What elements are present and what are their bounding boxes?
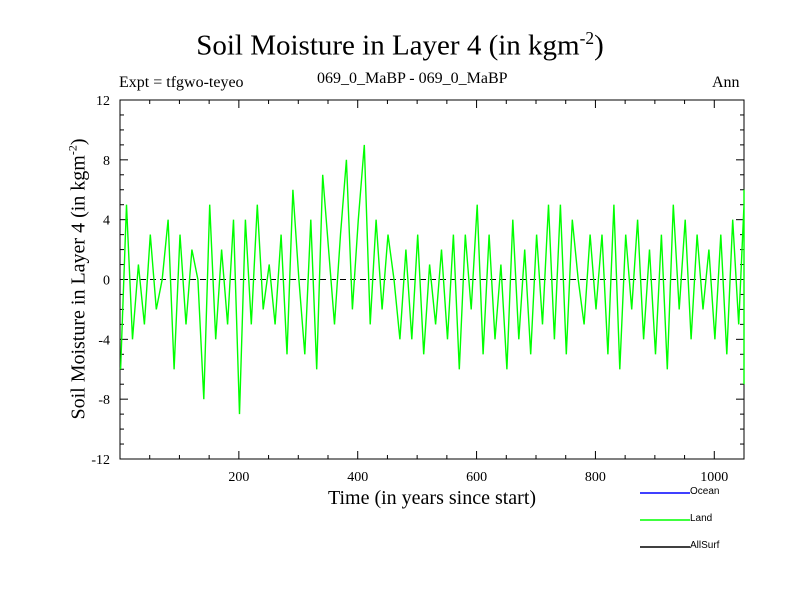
y-tick-label: 12	[96, 94, 110, 109]
y-tick-label: -8	[98, 393, 110, 408]
y-tick-label: 0	[103, 274, 110, 289]
y-tick-label: 4	[103, 214, 110, 229]
legend	[640, 492, 690, 548]
y-tick-label: 8	[103, 154, 110, 169]
y-axis-label: Soil Moisture in Layer 4 (in kgm-2)	[65, 138, 90, 420]
x-ticks: 200 400 600 800 1000	[149, 100, 728, 485]
experiment-label: Expt = tfgwo-teyeo	[119, 74, 244, 91]
x-tick-label: 600	[466, 470, 487, 485]
land-series-line	[119, 144, 745, 415]
x-tick-label: 200	[228, 470, 249, 485]
legend-label-allsurf: AllSurf	[690, 540, 720, 551]
chart-subtitle: 069_0_MaBP - 069_0_MaBP	[317, 70, 508, 87]
x-tick-label: 1000	[700, 470, 728, 485]
chart-title: Soil Moisture in Layer 4 (in kgm-2)	[196, 28, 604, 62]
y-tick-label: -4	[98, 333, 110, 348]
y-tick-label: -12	[91, 453, 110, 468]
y-ticks: -12 -8 -4 0 4 8 12	[91, 94, 744, 468]
legend-label-ocean: Ocean	[690, 486, 720, 497]
x-tick-label: 800	[585, 470, 606, 485]
x-tick-label: 400	[347, 470, 368, 485]
x-axis-label: Time (in years since start)	[327, 487, 537, 509]
legend-label-land: Land	[690, 513, 713, 524]
period-label: Ann	[712, 74, 740, 91]
